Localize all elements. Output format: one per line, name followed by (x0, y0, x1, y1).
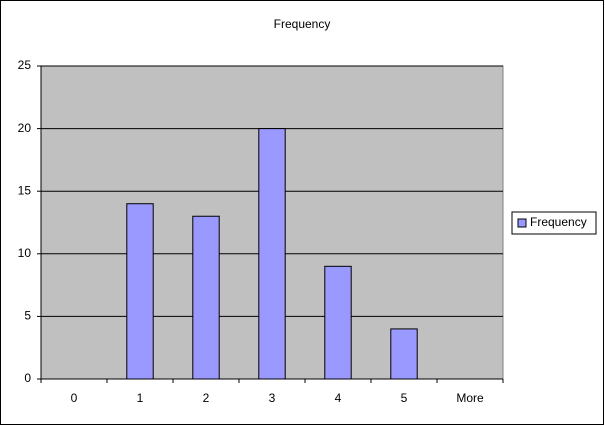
bar (390, 328, 418, 380)
chart-title: Frequency (274, 17, 331, 31)
x-tick-label: 3 (269, 391, 276, 405)
bar (324, 265, 352, 380)
x-tick-label: 5 (401, 391, 408, 405)
y-tick-label: 10 (18, 246, 32, 260)
x-tick-label: 1 (137, 391, 144, 405)
y-tick-label: 25 (18, 58, 32, 72)
bar (126, 203, 154, 380)
y-tick-label: 5 (24, 309, 31, 323)
legend-label: Frequency (530, 215, 587, 229)
x-tick-label: 0 (71, 391, 78, 405)
x-tick-label: 2 (203, 391, 210, 405)
legend-box (511, 211, 597, 235)
legend-swatch (517, 218, 527, 228)
bar (258, 128, 286, 380)
x-tick-label: 4 (335, 391, 342, 405)
bar (192, 215, 220, 380)
x-tick-label: More (456, 391, 484, 405)
y-tick-label: 20 (18, 121, 32, 135)
y-tick-label: 0 (24, 371, 31, 385)
y-tick-label: 15 (18, 183, 32, 197)
